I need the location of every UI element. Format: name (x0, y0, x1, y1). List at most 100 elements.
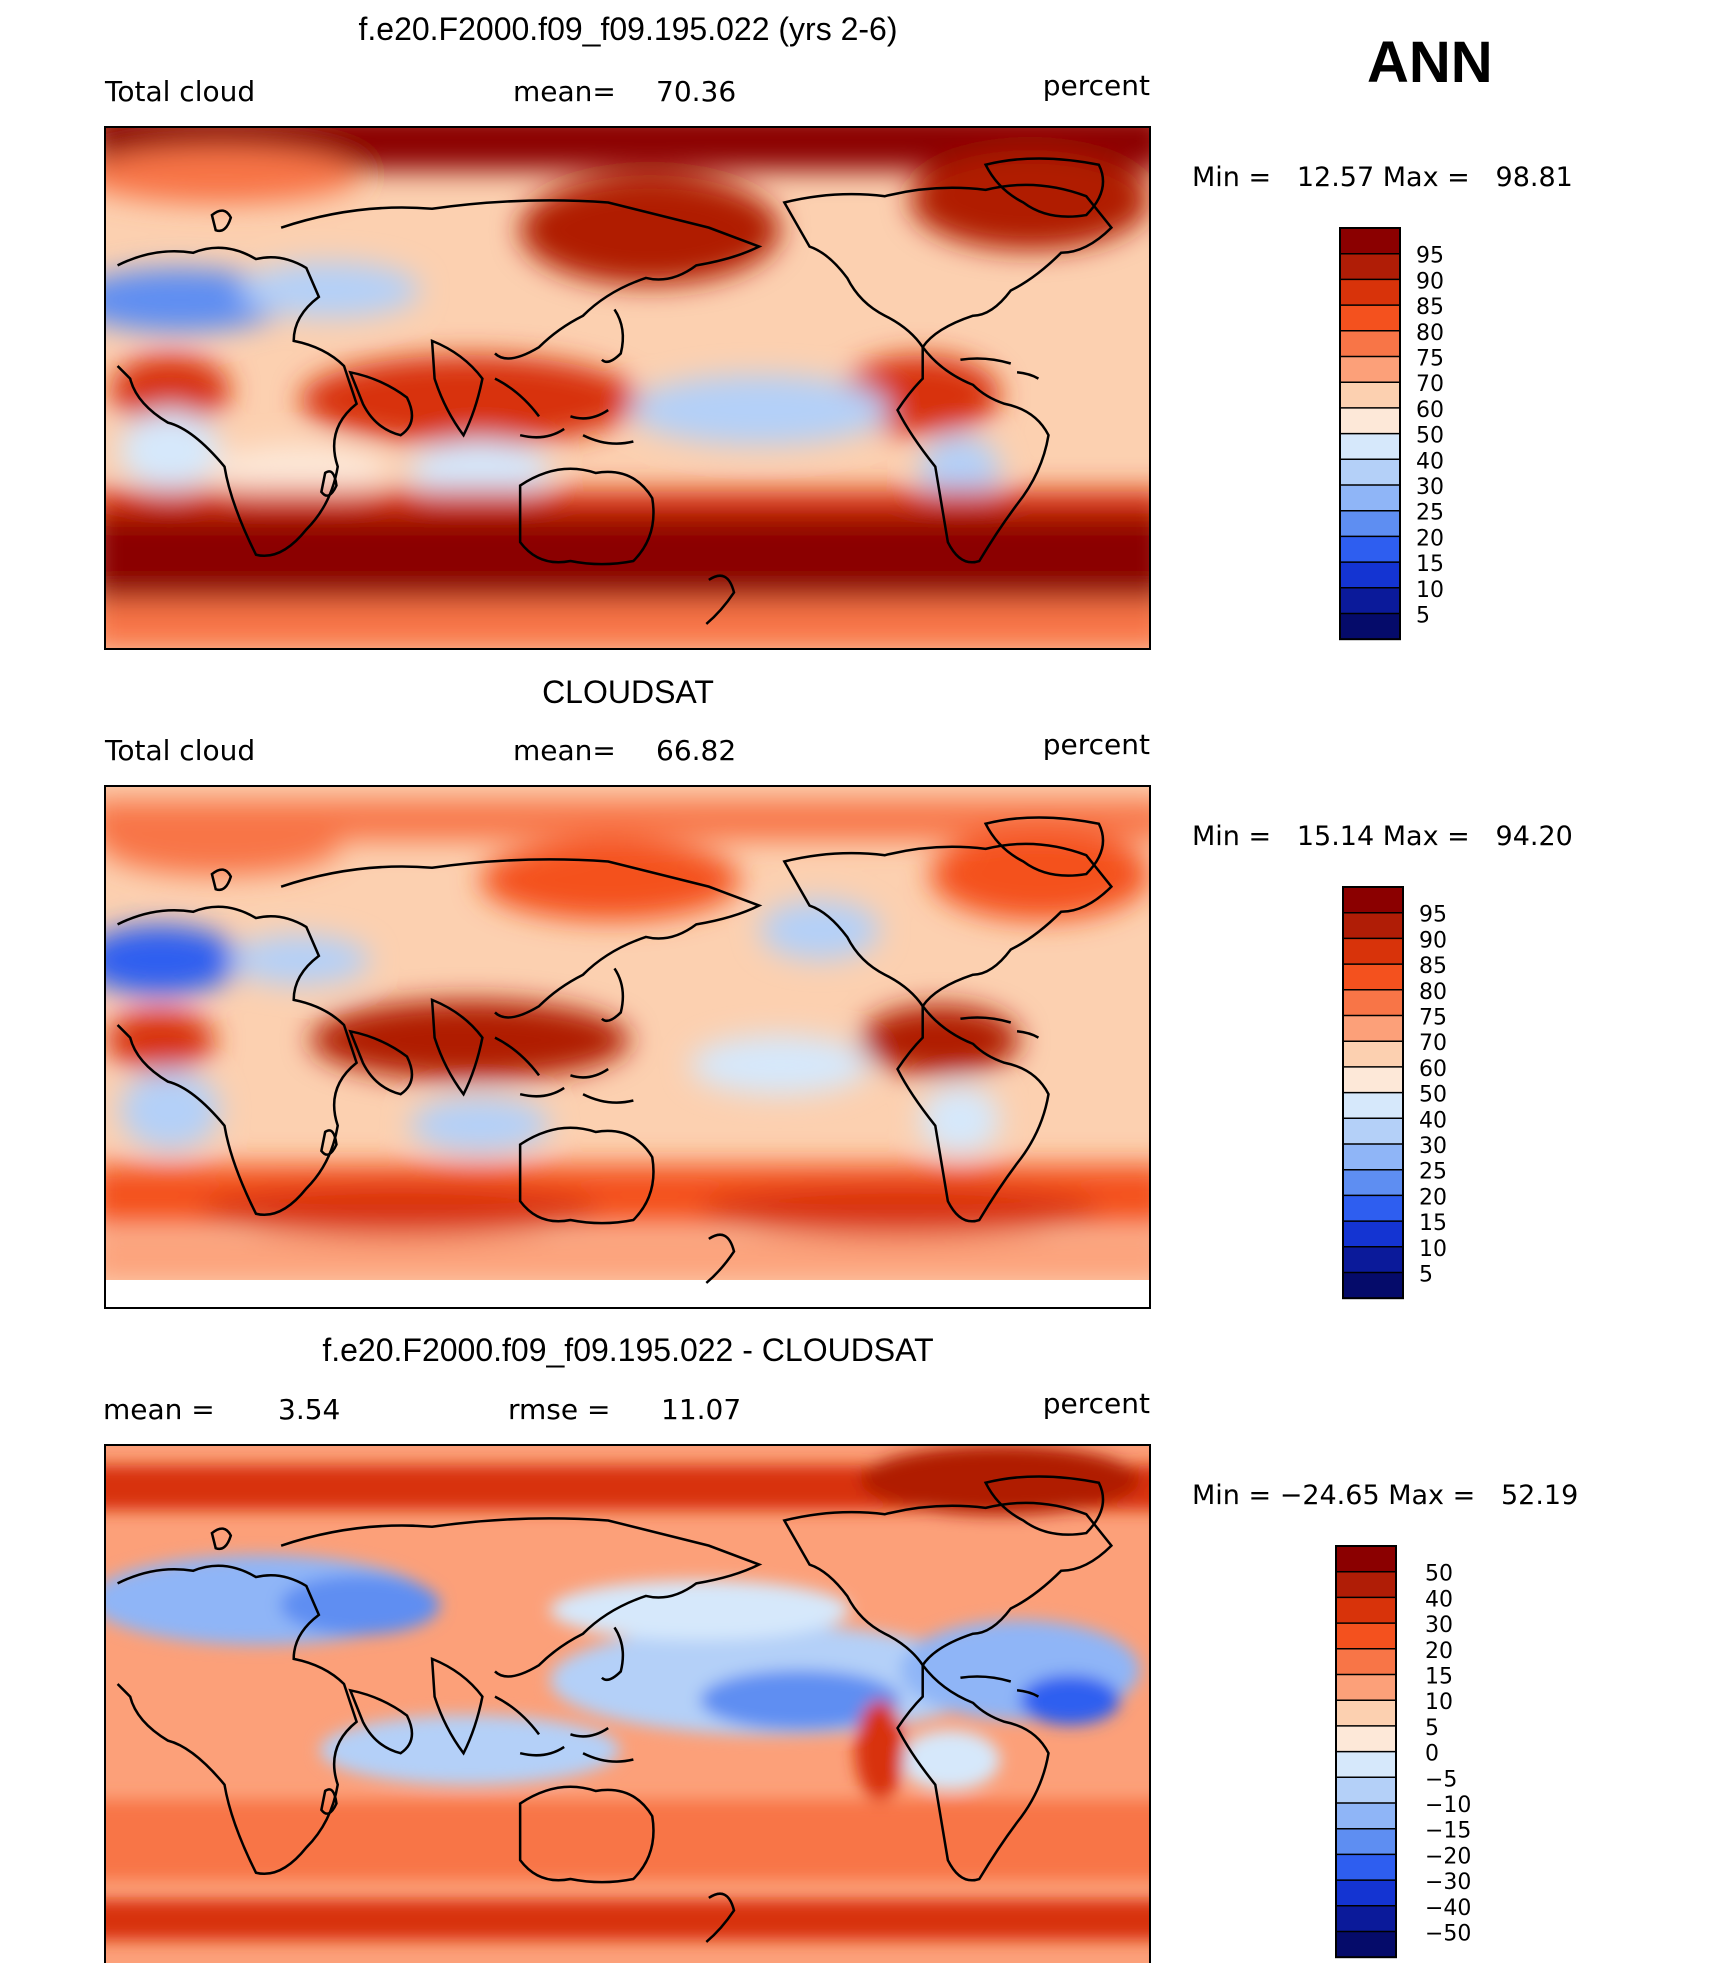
colorbar-swatch (1343, 1169, 1403, 1196)
colorbar-swatch (1336, 1854, 1396, 1881)
colorbar-tick-label: 15 (1425, 1665, 1453, 1690)
colorbar-tick-label: 10 (1419, 1237, 1447, 1262)
colorbar-swatch (1340, 510, 1400, 537)
colorbar-swatch (1340, 305, 1400, 332)
units-label: percent (1043, 1387, 1150, 1420)
colorbar-tick-label: 40 (1416, 449, 1444, 474)
panel-obs: CLOUDSAT Total cloud mean= 66.82 percent (104, 674, 1573, 1309)
colorbar-tick-label: 30 (1425, 1613, 1453, 1638)
colorbar-swatch (1336, 1623, 1396, 1650)
colorbar-swatch (1340, 433, 1400, 460)
colorbar-tick-label: 75 (1416, 347, 1444, 372)
map-field (105, 1445, 1150, 1963)
colorbar-tick-label: −15 (1425, 1819, 1471, 1844)
panel-title: CLOUDSAT (542, 674, 714, 710)
colorbar-tick-label: 25 (1416, 501, 1444, 526)
colorbar-swatch (1336, 1700, 1396, 1727)
colorbar-swatch (1336, 1751, 1396, 1778)
colorbar-swatch (1343, 964, 1403, 991)
units-label: percent (1043, 69, 1150, 102)
colorbar-swatch (1343, 1272, 1403, 1299)
colorbar-swatch (1336, 1880, 1396, 1907)
colorbar-swatch (1336, 1725, 1396, 1753)
colorbar-tick-label: 0 (1425, 1742, 1439, 1767)
colorbar-tick-label: −40 (1425, 1896, 1471, 1921)
map-field (105, 786, 1150, 1308)
units-label: percent (1043, 728, 1150, 761)
colorbar-tick-label: 40 (1419, 1108, 1447, 1133)
colorbar-tick-label: −20 (1425, 1844, 1471, 1869)
colorbar-swatch (1340, 279, 1400, 306)
panel-title: f.e20.F2000.f09_f09.195.022 - CLOUDSAT (322, 1332, 933, 1368)
colorbar-swatch (1336, 1546, 1396, 1573)
diff-mean-label: mean = (103, 1393, 215, 1426)
colorbar-tick-label: 95 (1419, 903, 1447, 928)
season-label: ANN (1367, 30, 1493, 95)
rmse-label: rmse = (508, 1393, 610, 1426)
variable-label: Total cloud (104, 75, 255, 108)
map-frame (104, 126, 1151, 650)
colorbar-swatch (1343, 1118, 1403, 1145)
colorbar-swatch (1340, 562, 1400, 589)
colorbar-tick-label: −10 (1425, 1793, 1471, 1818)
colorbar-swatch (1336, 1931, 1396, 1958)
colorbar-tick-label: 90 (1416, 269, 1444, 294)
colorbar-swatch (1336, 1905, 1396, 1932)
colorbar-tick-label: 5 (1425, 1716, 1439, 1741)
colorbar-tick-label: 80 (1416, 321, 1444, 346)
colorbar-tick-label: 15 (1419, 1211, 1447, 1236)
colorbar-swatch (1343, 1066, 1403, 1094)
colorbar-swatch (1336, 1571, 1396, 1598)
colorbar-tick-label: 70 (1416, 372, 1444, 397)
colorbar-tick-label: −30 (1425, 1870, 1471, 1895)
colorbar-swatch (1340, 330, 1400, 357)
colorbar-tick-label: 95 (1416, 244, 1444, 269)
min-max-text: Min = 12.57 Max = 98.81 (1192, 162, 1573, 193)
colorbar-tick-label: 5 (1419, 1263, 1433, 1288)
colorbar-swatch (1340, 459, 1400, 486)
colorbar-tick-label: 50 (1416, 424, 1444, 449)
colorbar-swatch (1336, 1674, 1396, 1701)
colorbar-swatch (1336, 1777, 1396, 1804)
mean-label: mean= (513, 75, 616, 108)
colorbar-swatch (1343, 1195, 1403, 1222)
colorbar-tick-label: 75 (1419, 1006, 1447, 1031)
colorbar-tick-label: 20 (1416, 526, 1444, 551)
panel-title: f.e20.F2000.f09_f09.195.022 (yrs 2-6) (358, 11, 897, 47)
colorbar-tick-label: 50 (1419, 1083, 1447, 1108)
colorbar-tick-label: 90 (1419, 928, 1447, 953)
colorbar-tick-label: 30 (1416, 475, 1444, 500)
colorbar-swatch (1343, 1144, 1403, 1171)
colorbar-tick-label: −5 (1425, 1767, 1457, 1792)
colorbar-swatch (1343, 1246, 1403, 1273)
mean-value: 70.36 (656, 75, 736, 108)
variable-label: Total cloud (104, 734, 255, 767)
diff-mean-value: 3.54 (278, 1393, 340, 1426)
colorbar-swatch (1340, 587, 1400, 614)
mean-value: 66.82 (656, 734, 736, 767)
min-max-text: Min = −24.65 Max = 52.19 (1192, 1480, 1578, 1511)
colorbar-tick-label: 10 (1416, 578, 1444, 603)
colorbar-frame (1339, 227, 1401, 641)
colorbar-tick-label: 85 (1416, 295, 1444, 320)
colorbar-swatch (1343, 1015, 1403, 1042)
colorbar-swatch (1343, 1221, 1403, 1248)
colorbar-swatch (1340, 228, 1400, 255)
colorbar-tick-label: 15 (1416, 552, 1444, 577)
colorbar-tick-label: 20 (1425, 1639, 1453, 1664)
colorbar-swatch (1343, 912, 1403, 939)
colorbar-tick-label: −50 (1425, 1922, 1471, 1947)
colorbar-tick-label: 60 (1416, 398, 1444, 423)
colorbar-swatch (1340, 536, 1400, 563)
colorbar-tick-label: 30 (1419, 1134, 1447, 1159)
colorbar-swatch (1343, 1041, 1403, 1068)
colorbar-swatch (1343, 1092, 1403, 1119)
colorbar-swatch (1340, 407, 1400, 435)
colorbar-tick-label: 25 (1419, 1160, 1447, 1185)
map-frame (104, 1444, 1151, 1963)
map-field (105, 127, 1150, 649)
